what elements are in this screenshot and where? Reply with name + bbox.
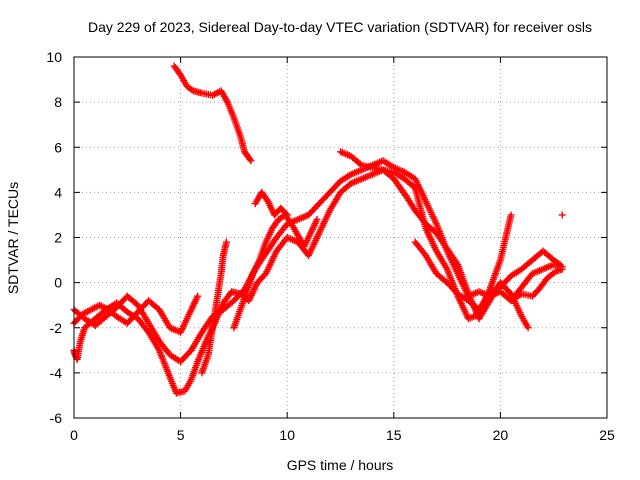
series-track-e <box>230 211 321 332</box>
chart-title: Day 229 of 2023, Sidereal Day-to-day VTE… <box>88 19 592 35</box>
data-point <box>222 238 230 246</box>
x-tick-label: 15 <box>386 427 402 443</box>
data-point <box>246 155 254 163</box>
y-tick-label: 4 <box>54 184 62 200</box>
axis-ticks <box>73 56 608 419</box>
series-track-f <box>251 188 291 219</box>
x-tick-label: 10 <box>279 427 295 443</box>
y-tick-label: 6 <box>54 139 62 155</box>
x-tick-labels: 0 5 10 15 20 25 <box>70 427 615 443</box>
data-point <box>313 215 321 223</box>
x-tick-label: 20 <box>493 427 509 443</box>
y-tick-label: 2 <box>54 230 62 246</box>
series-track-i <box>411 238 564 314</box>
y-tick-label: -4 <box>50 365 63 381</box>
series-track-d <box>198 238 230 377</box>
series-track-a <box>70 157 566 366</box>
y-tick-label: 8 <box>54 94 62 110</box>
x-tick-label: 25 <box>599 427 615 443</box>
y-tick-label: -2 <box>50 320 63 336</box>
y-axis-label: SDTVAR / TECUs <box>5 182 21 294</box>
data-point <box>558 265 566 273</box>
data-point <box>524 324 532 332</box>
data-points <box>70 62 566 397</box>
y-tick-label: -6 <box>50 410 63 426</box>
data-point <box>554 259 562 267</box>
plot-frame <box>73 56 608 419</box>
x-tick-label: 0 <box>70 427 78 443</box>
data-point <box>283 211 291 219</box>
data-point <box>507 211 515 219</box>
y-tick-label: 0 <box>54 275 62 291</box>
data-point <box>558 211 566 219</box>
series-track-g <box>170 62 255 165</box>
grid-lines <box>74 57 607 418</box>
y-tick-labels: -6 -4 -2 0 2 4 6 8 10 <box>46 49 62 426</box>
data-point <box>247 157 255 165</box>
data-point <box>194 292 202 300</box>
x-tick-label: 5 <box>177 427 185 443</box>
series-outlier <box>558 211 566 219</box>
data-point <box>356 160 364 168</box>
data-point <box>282 210 290 218</box>
x-axis-label: GPS time / hours <box>287 457 394 473</box>
y-tick-label: 10 <box>46 49 62 65</box>
series-track-c <box>70 292 202 336</box>
series-track-j <box>507 265 566 305</box>
data-point <box>188 86 196 94</box>
